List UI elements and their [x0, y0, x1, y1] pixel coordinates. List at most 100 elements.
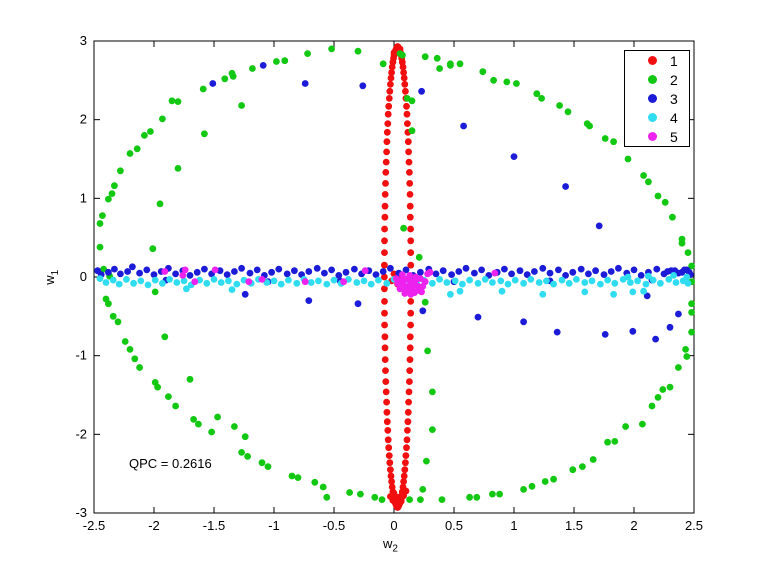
- scatter-point-class2: [550, 475, 557, 483]
- scatter-point-class3: [523, 271, 531, 278]
- legend-marker-class3: [648, 94, 657, 103]
- scatter-point-class1: [384, 110, 392, 118]
- scatter-point-class3: [342, 268, 350, 276]
- scatter-point-class3: [172, 270, 180, 278]
- scatter-point-class4: [315, 277, 322, 285]
- scatter-point-class1: [406, 356, 414, 363]
- scatter-point-class4: [173, 279, 181, 286]
- scatter-point-class5: [396, 285, 404, 293]
- scatter-point-class2: [168, 97, 176, 105]
- scatter-point-class5: [340, 278, 347, 286]
- scatter-point-class4: [588, 277, 596, 285]
- scatter-point-class3: [283, 270, 291, 278]
- scatter-point-class1: [385, 444, 393, 452]
- scatter-point-class2: [147, 128, 154, 135]
- scatter-point-class4: [367, 280, 375, 288]
- scatter-point-class3: [664, 268, 671, 275]
- scatter-point-class2: [154, 383, 162, 391]
- scatter-point-class1: [403, 110, 411, 118]
- scatter-point-class1: [383, 148, 390, 156]
- scatter-point-class4: [527, 276, 535, 283]
- scatter-point-class2: [121, 338, 129, 345]
- scatter-point-class4: [504, 280, 512, 288]
- scatter-point-class1: [381, 213, 389, 221]
- scatter-point-class4: [360, 277, 368, 285]
- scatter-point-class4: [581, 288, 589, 296]
- scatter-point-class4: [166, 276, 174, 283]
- scatter-point-class3: [186, 272, 194, 279]
- scatter-point-class2: [479, 68, 487, 76]
- scatter-point-class2: [675, 364, 682, 371]
- y-tick-label: -3: [75, 505, 87, 520]
- scatter-point-class2: [429, 388, 436, 396]
- scatter-point-class1: [402, 452, 410, 459]
- scatter-point-class4: [629, 288, 637, 296]
- scatter-point-class2: [208, 428, 216, 436]
- scatter-point-class3: [387, 264, 394, 272]
- scatter-point-class1: [407, 298, 415, 305]
- scatter-point-class4: [640, 287, 647, 295]
- scatter-point-class2: [456, 60, 464, 68]
- scatter-point-class3: [223, 271, 231, 278]
- x-tick-label: -2: [148, 518, 160, 533]
- scatter-point-class3: [359, 82, 367, 90]
- scatter-point-class2: [403, 95, 411, 102]
- scatter-point-class2: [661, 198, 669, 206]
- scatter-point-class2: [172, 402, 180, 410]
- scatter-point-class1: [387, 80, 394, 88]
- scatter-point-class2: [258, 459, 266, 467]
- scatter-point-class5: [211, 266, 219, 274]
- scatter-point-class1: [381, 309, 388, 317]
- scatter-point-class1: [406, 378, 413, 385]
- scatter-point-class1: [406, 180, 414, 187]
- scatter-point-class2: [438, 496, 446, 503]
- scatter-point-class3: [460, 122, 467, 130]
- scatter-point-class1: [402, 87, 409, 95]
- scatter-point-class2: [244, 453, 252, 460]
- scatter-point-class4: [539, 290, 547, 298]
- scatter-point-class1: [383, 398, 390, 406]
- scatter-point-class3: [209, 80, 217, 87]
- scatter-point-class1: [381, 202, 389, 210]
- scatter-point-class2: [281, 57, 289, 65]
- scatter-point-class1: [406, 191, 414, 198]
- scatter-point-class1: [403, 444, 410, 452]
- scatter-point-class2: [186, 375, 194, 383]
- scatter-point-class4: [466, 276, 473, 284]
- scatter-point-class2: [371, 493, 379, 501]
- scatter-point-class1: [383, 128, 391, 136]
- scatter-point-class1: [387, 74, 395, 82]
- scatter-point-class4: [102, 279, 110, 286]
- scatter-point-class1: [402, 487, 410, 495]
- scatter-point-class4: [123, 276, 130, 283]
- scatter-point-class4: [96, 275, 104, 282]
- scatter-point-class4: [293, 279, 301, 287]
- scatter-point-class5: [412, 273, 419, 281]
- scatter-point-class2: [241, 433, 249, 441]
- scatter-point-class3: [143, 266, 151, 274]
- scatter-point-class4: [375, 276, 382, 284]
- scatter-point-class2: [538, 95, 545, 102]
- scatter-point-class1: [386, 459, 394, 467]
- scatter-point-class2: [556, 102, 563, 109]
- scatter-point-class1: [386, 87, 394, 95]
- scatter-point-class3: [577, 265, 585, 273]
- scatter-point-class4: [451, 277, 459, 285]
- scatter-point-class4: [610, 290, 617, 298]
- scatter-point-class4: [285, 276, 292, 284]
- scatter-point-class1: [388, 63, 396, 71]
- scatter-point-class2: [174, 98, 182, 105]
- scatter-point-class4: [151, 276, 159, 284]
- scatter-point-class1: [381, 298, 388, 305]
- scatter-point-class2: [678, 239, 686, 247]
- scatter-point-class2: [683, 353, 691, 360]
- scatter-point-class2: [503, 78, 511, 86]
- scatter-point-class2: [199, 85, 207, 93]
- scatter-point-class3: [241, 290, 249, 298]
- scatter-point-class1: [382, 169, 390, 176]
- scatter-point-class1: [388, 69, 395, 76]
- scatter-point-class5: [161, 268, 169, 275]
- x-tick-label: -1: [268, 518, 280, 533]
- scatter-point-class1: [405, 148, 412, 156]
